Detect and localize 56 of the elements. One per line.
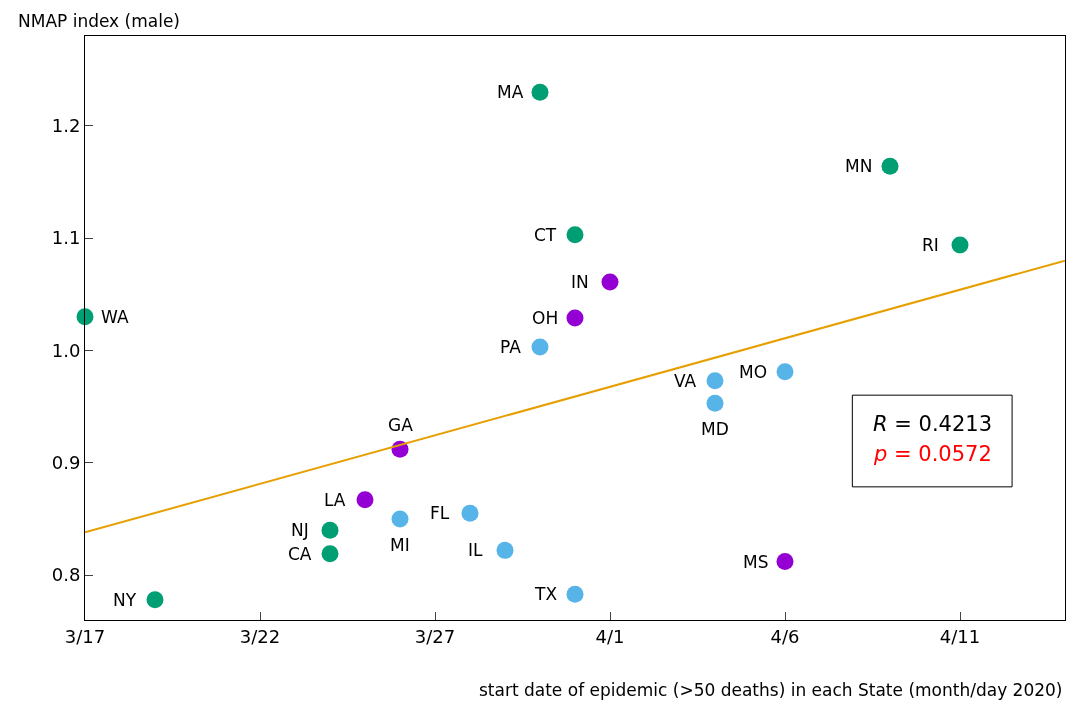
annotation: p = 0.0572 xyxy=(873,442,992,466)
point xyxy=(321,521,339,539)
point xyxy=(566,309,584,327)
x-axis-title: start date of epidemic (>50 deaths) in each State (month/day 2020) xyxy=(479,680,1063,700)
annotation: WA xyxy=(101,307,129,327)
x-tick-label: 3/22 xyxy=(239,625,281,647)
point xyxy=(601,273,619,291)
annotation: NJ xyxy=(291,520,309,540)
annotation: MI xyxy=(390,535,410,555)
y-tick-label: 0.9 xyxy=(51,452,81,474)
annotation: CA xyxy=(288,544,312,564)
point xyxy=(461,504,479,522)
point xyxy=(391,510,409,528)
x-tick-label: 4/1 xyxy=(595,625,625,647)
x-tick-label: 3/27 xyxy=(414,625,456,647)
y-axis-title: NMAP index (male) xyxy=(18,11,181,31)
x-tick-label: 4/6 xyxy=(770,625,800,647)
point xyxy=(706,394,724,412)
annotation: IN xyxy=(571,272,589,292)
point xyxy=(566,585,584,603)
annotation: LA xyxy=(324,490,346,510)
annotation: MD xyxy=(701,419,729,439)
x-tick-label: 3/17 xyxy=(64,625,106,647)
point xyxy=(776,553,794,571)
annotation: MS xyxy=(743,552,769,572)
point xyxy=(321,545,339,563)
x-tick-label: 4/11 xyxy=(939,625,981,647)
point xyxy=(566,226,584,244)
point xyxy=(76,308,94,326)
point xyxy=(881,157,899,175)
annotation: TX xyxy=(534,584,558,604)
point xyxy=(496,541,514,559)
annotation: CT xyxy=(534,225,557,245)
y-tick-label: 1.0 xyxy=(51,339,81,361)
annotation: MO xyxy=(739,362,768,382)
point xyxy=(531,83,549,101)
point xyxy=(356,491,374,509)
annotation: NY xyxy=(113,590,137,610)
annotation: R = 0.4213 xyxy=(873,412,993,436)
annotation: PA xyxy=(500,337,522,357)
annotation: OH xyxy=(532,308,559,328)
point xyxy=(531,338,549,356)
y-tick-label: 1.2 xyxy=(51,115,81,137)
annotation: VA xyxy=(674,371,697,391)
annotation: RI xyxy=(922,235,939,255)
annotation: MN xyxy=(845,156,873,176)
annotation: FL xyxy=(430,503,450,523)
y-tick-label: 0.8 xyxy=(51,564,81,586)
point xyxy=(776,363,794,381)
annotation: GA xyxy=(388,415,414,435)
point xyxy=(146,591,164,609)
point xyxy=(706,372,724,390)
y-tick-label: 1.1 xyxy=(51,227,81,249)
annotation: MA xyxy=(497,82,524,102)
point xyxy=(951,236,969,254)
annotation: IL xyxy=(468,540,484,560)
